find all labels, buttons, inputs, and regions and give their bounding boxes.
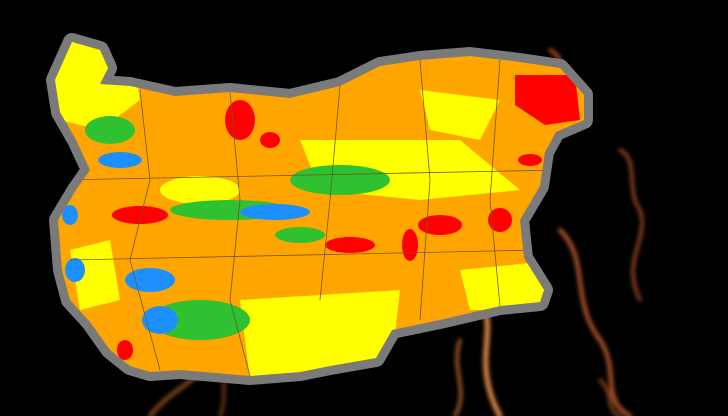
district-borders xyxy=(59,59,561,376)
very-low-risk-areas xyxy=(62,152,310,334)
low-risk-areas xyxy=(85,116,390,340)
